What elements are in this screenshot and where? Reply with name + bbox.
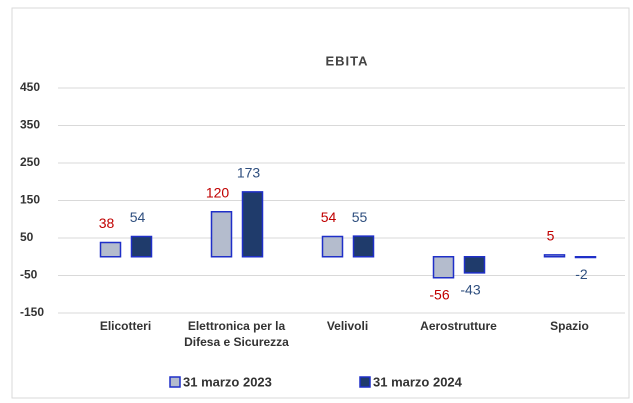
- data-label: 173: [237, 165, 261, 181]
- chart-border: [11, 7, 630, 399]
- y-tick-label: -150: [20, 305, 44, 319]
- bar: [352, 235, 375, 258]
- y-tick-label: 50: [20, 230, 34, 244]
- chart-title: EBITA: [325, 53, 368, 68]
- legend-label: 31 marzo 2024: [373, 374, 463, 389]
- data-label: 55: [352, 209, 368, 225]
- data-label: 54: [321, 209, 337, 225]
- bar: [321, 235, 344, 258]
- bar: [463, 256, 486, 274]
- bar: [574, 256, 597, 259]
- bar: [210, 211, 233, 258]
- legend-swatch: [169, 376, 181, 388]
- legend-swatch: [359, 376, 371, 388]
- y-tick-label: 250: [20, 155, 40, 169]
- x-tick-label: Velivoli: [326, 319, 369, 333]
- data-label: 54: [130, 209, 146, 225]
- y-tick-label: 150: [20, 193, 40, 207]
- y-tick-label: 450: [20, 80, 40, 94]
- y-tick-label: 350: [20, 118, 40, 132]
- x-tick-label: Elettronica per la Difesa e Sicurezza: [184, 319, 289, 349]
- bar: [99, 241, 122, 258]
- x-tick-label: Aerostrutture: [420, 319, 497, 333]
- legend-label: 31 marzo 2023: [183, 374, 272, 389]
- y-tick-label: -50: [20, 268, 38, 282]
- bar: [543, 254, 566, 258]
- data-label: 5: [547, 228, 555, 244]
- data-label: -2: [575, 266, 588, 282]
- bar: [241, 191, 264, 258]
- x-tick-label: Spazio: [550, 319, 589, 333]
- bar: [432, 256, 455, 279]
- x-tick-label: Elicotteri: [99, 319, 152, 333]
- bar: [130, 235, 153, 258]
- data-label: -43: [460, 282, 480, 298]
- data-label: 38: [99, 215, 115, 231]
- data-label: -56: [429, 286, 449, 302]
- data-label: 120: [206, 184, 230, 200]
